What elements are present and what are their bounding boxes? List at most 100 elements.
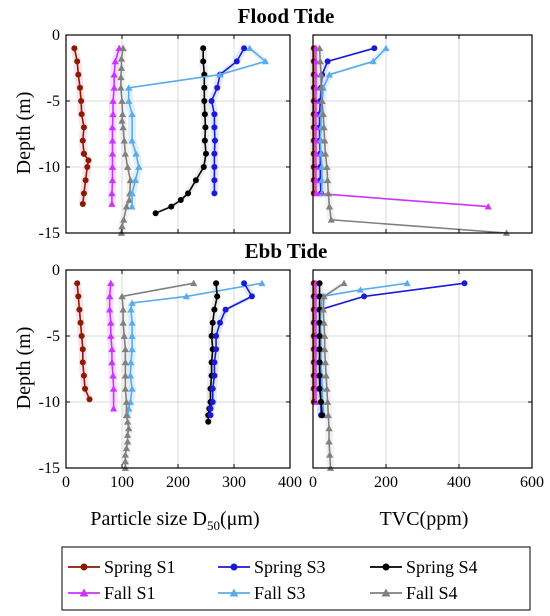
y-tick-label: -5 [47, 328, 60, 345]
data-point [317, 84, 325, 91]
legend-label: Fall S1 [104, 583, 156, 603]
data-point [261, 57, 269, 65]
data-point [312, 150, 320, 157]
data-point [209, 399, 216, 405]
data-point [119, 306, 127, 313]
legend-label: Fall S4 [406, 583, 458, 603]
data-point [110, 385, 118, 392]
data-point [211, 137, 218, 144]
data-point [132, 150, 140, 157]
y-tick-label: 0 [52, 262, 60, 279]
x-tick-label: 400 [447, 474, 471, 491]
data-point [356, 286, 365, 293]
legend-item-fall-s3: Fall S3 [218, 583, 306, 603]
data-point [125, 84, 133, 91]
x-tick-label: 0 [309, 474, 317, 491]
legend-label: Fall S3 [254, 583, 306, 603]
series-fall-s3 [124, 279, 266, 419]
data-point [106, 292, 114, 300]
plot-frame [312, 269, 533, 469]
data-point [117, 73, 125, 81]
data-point [119, 319, 127, 326]
series-fall-s4 [117, 44, 134, 236]
panel-bottom-right: 0 200 400 600 [309, 269, 544, 491]
data-point [118, 110, 127, 118]
series-fall-s4 [118, 279, 198, 471]
data-point [323, 163, 331, 170]
series-fall-s1 [108, 44, 123, 207]
data-point [316, 385, 323, 392]
data-point [109, 372, 117, 379]
data-point [201, 137, 208, 144]
data-point [312, 84, 320, 91]
data-point [213, 333, 220, 339]
data-point [79, 137, 86, 144]
data-point [318, 399, 325, 405]
x-tick-label: 300 [222, 474, 246, 491]
x-tick-label: 400 [278, 474, 302, 491]
series-line [318, 282, 465, 416]
data-point [110, 71, 118, 78]
data-point [122, 411, 131, 419]
data-point [211, 177, 218, 184]
series-fall-s4 [315, 44, 511, 236]
data-point [200, 58, 207, 65]
data-point [108, 176, 117, 184]
data-point [86, 396, 93, 403]
data-point [126, 176, 134, 184]
data-point [322, 372, 330, 379]
data-point [79, 200, 86, 207]
data-point [128, 110, 136, 118]
data-point [208, 98, 215, 104]
data-point [209, 385, 216, 392]
data-point [118, 292, 126, 300]
data-point [201, 111, 208, 118]
series-band [315, 283, 469, 416]
data-point [71, 45, 78, 52]
legend-item-spring-s3: Spring S3 [218, 557, 326, 577]
data-point [75, 293, 82, 300]
data-point [120, 332, 128, 339]
data-point [324, 176, 332, 184]
data-point [320, 123, 328, 131]
data-point [361, 293, 368, 300]
data-point [108, 358, 116, 366]
data-point [128, 299, 136, 306]
data-point [323, 385, 331, 392]
data-point [185, 190, 192, 197]
data-point [128, 319, 136, 326]
data-point [78, 98, 85, 104]
data-point [318, 163, 326, 170]
data-point [121, 150, 129, 157]
plot-frame [312, 34, 533, 234]
data-point [324, 189, 332, 197]
series-fall-s1 [312, 44, 492, 210]
x-axis-label-right: TVC(ppm) [380, 508, 469, 530]
data-point [111, 57, 119, 65]
data-point [108, 137, 117, 144]
data-point [312, 123, 320, 131]
data-point [152, 210, 159, 217]
y-tick-label: -15 [39, 460, 60, 477]
data-point [312, 176, 320, 184]
data-point [382, 44, 390, 52]
data-point [192, 177, 199, 184]
data-point [117, 64, 126, 71]
series-fall-s1 [106, 279, 118, 412]
data-point [461, 280, 468, 287]
series-band [206, 283, 256, 416]
data-point [321, 137, 329, 144]
data-point [325, 203, 334, 210]
data-point [120, 216, 128, 223]
data-point [316, 319, 323, 326]
data-point [80, 372, 87, 379]
flood-tide-title: Flood Tide [238, 4, 335, 28]
data-point [82, 385, 89, 392]
series-spring-s1 [79, 150, 92, 207]
data-point [121, 451, 129, 458]
legend-swatch-marker [382, 563, 390, 571]
x-tick-label: 200 [374, 474, 398, 491]
legend-label: Spring S1 [104, 557, 176, 577]
data-point [135, 163, 143, 170]
